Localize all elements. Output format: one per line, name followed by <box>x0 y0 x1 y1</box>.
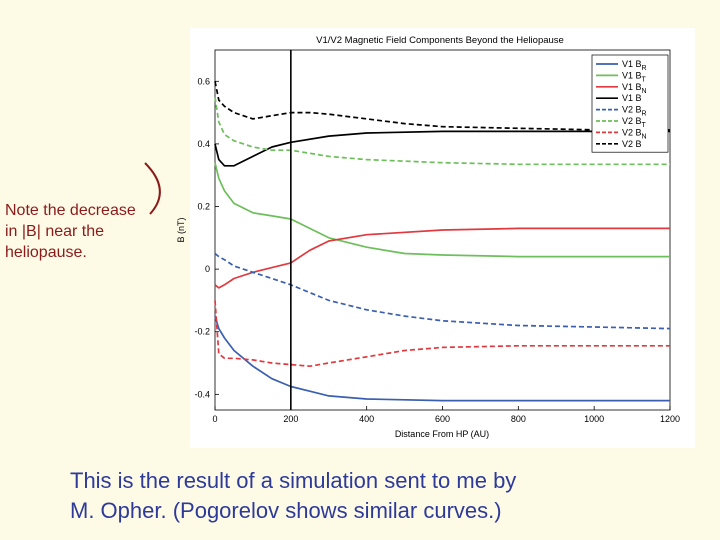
slide-caption: This is the result of a simulation sent … <box>70 466 710 526</box>
legend-entry: V2 BN <box>622 127 647 140</box>
legend-entry: V1 B <box>622 93 642 103</box>
x-tick-label: 200 <box>283 414 298 424</box>
x-tick-label: 1000 <box>584 414 604 424</box>
legend-entry: V2 BT <box>622 116 647 129</box>
annotation-note: Note the decrease in |B| near the heliop… <box>5 200 175 263</box>
y-tick-label: 0 <box>205 264 210 274</box>
x-tick-label: 600 <box>435 414 450 424</box>
series-line-v1-b-r <box>214 315 670 402</box>
caption-line-2: M. Opher. (Pogorelov shows similar curve… <box>70 498 502 523</box>
note-line-3: heliopause. <box>5 244 87 261</box>
series-line-v1-b-n <box>214 227 670 289</box>
legend-entry: V2 BR <box>622 105 647 118</box>
x-tick-label: 400 <box>359 414 374 424</box>
y-tick-label: 0.6 <box>197 76 210 86</box>
note-line-1: Note the decrease <box>5 202 136 219</box>
x-axis-label: Distance From HP (AU) <box>395 429 489 439</box>
y-tick-label: -0.4 <box>194 389 210 399</box>
legend-entry: V1 BN <box>622 82 647 95</box>
legend-entry: V1 BR <box>622 59 647 72</box>
caption-line-1: This is the result of a simulation sent … <box>70 468 517 493</box>
chart-title: V1/V2 Magnetic Field Components Beyond t… <box>316 35 564 46</box>
legend-entry-subscript: T <box>642 122 647 129</box>
y-tick-label: 0.2 <box>197 202 210 212</box>
legend-entry: V1 BT <box>622 70 647 83</box>
legend-entry-subscript: T <box>642 76 647 83</box>
x-tick-label: 1200 <box>660 414 680 424</box>
series-line-v2-b <box>214 81 670 131</box>
legend-entry-subscript: R <box>642 111 647 118</box>
y-axis-label: B (nT) <box>176 217 186 242</box>
legend-entry-subscript: N <box>642 88 647 95</box>
legend-box <box>591 54 669 153</box>
note-line-2: in |B| near the <box>5 223 105 240</box>
note-bracket <box>144 162 161 215</box>
y-tick-label: 0.4 <box>197 139 210 149</box>
legend-entry-subscript: R <box>642 65 647 72</box>
x-tick-label: 800 <box>511 414 526 424</box>
axes: 0 200 400 600 800 1000 1200 -0.4 -0.2 0 0.2 0.4 0.6 <box>194 76 680 424</box>
series-line-v2-b-n <box>214 300 670 368</box>
x-tick-label: 0 <box>212 414 217 424</box>
y-tick-label: -0.2 <box>194 327 210 337</box>
series-line-v1-b-t <box>214 162 670 258</box>
legend-entry-subscript: N <box>642 133 647 140</box>
legend-entry: V2 B <box>622 139 642 149</box>
